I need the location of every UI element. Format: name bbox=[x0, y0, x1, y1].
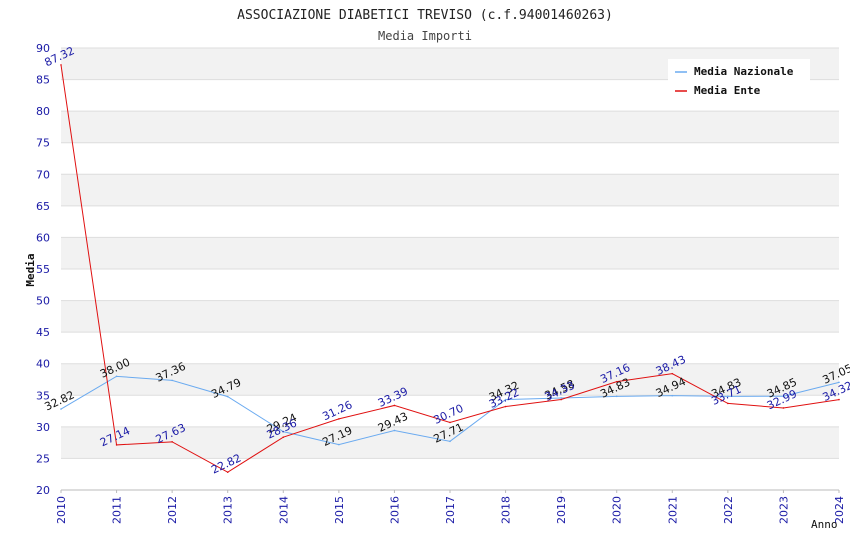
data-point bbox=[393, 404, 396, 407]
x-tick-label: 2017 bbox=[444, 496, 457, 524]
x-tick-label: 2014 bbox=[277, 496, 290, 524]
x-tick-label: 2021 bbox=[666, 496, 679, 524]
data-point bbox=[449, 421, 451, 424]
data-point bbox=[449, 440, 451, 443]
data-point bbox=[226, 471, 229, 473]
legend: Media Nazionale Media Ente bbox=[668, 59, 810, 103]
plot-band bbox=[61, 300, 839, 333]
y-tick-label: 25 bbox=[36, 452, 50, 465]
x-tick-label: 2015 bbox=[333, 496, 346, 524]
x-tick-label: 2020 bbox=[611, 496, 624, 524]
x-axis-ticks: 2010 2011 2012 2013 2014 2015 2016 2017 2018 2019… bbox=[55, 490, 846, 524]
data-point bbox=[115, 375, 118, 378]
legend-label-media-nazionale: Media Nazionale bbox=[694, 65, 794, 78]
chart-subtitle: Media Importi bbox=[378, 29, 472, 43]
data-point bbox=[393, 429, 396, 432]
data-point bbox=[282, 436, 285, 439]
plot-band bbox=[61, 458, 839, 490]
plot-band bbox=[61, 269, 839, 301]
y-axis-label: Media bbox=[24, 253, 37, 286]
x-tick-label: 2010 bbox=[55, 496, 68, 524]
x-axis-label: Anno bbox=[811, 518, 838, 531]
data-point bbox=[671, 394, 674, 397]
data-point bbox=[615, 380, 618, 383]
data-point bbox=[226, 395, 229, 398]
data-point bbox=[504, 405, 507, 408]
data-point bbox=[115, 444, 118, 446]
data-point bbox=[838, 398, 840, 401]
data-point bbox=[727, 395, 729, 398]
legend-box bbox=[668, 59, 810, 103]
data-point bbox=[338, 418, 340, 420]
plot-band bbox=[61, 395, 839, 427]
x-tick-label: 2018 bbox=[500, 496, 513, 524]
y-tick-label: 50 bbox=[36, 295, 50, 308]
data-point bbox=[504, 398, 507, 401]
y-tick-label: 40 bbox=[36, 358, 50, 371]
y-tick-label: 30 bbox=[36, 421, 50, 434]
chart-title: ASSOCIAZIONE DIABETICI TREVISO (c.f.9400… bbox=[237, 8, 613, 23]
x-tick-label: 2019 bbox=[555, 496, 568, 524]
y-tick-label: 45 bbox=[36, 326, 50, 339]
x-tick-label: 2011 bbox=[111, 496, 124, 524]
data-point bbox=[671, 372, 674, 375]
y-tick-label: 90 bbox=[36, 42, 50, 55]
plot-band bbox=[61, 142, 839, 175]
data-point bbox=[560, 398, 562, 401]
y-tick-label: 60 bbox=[36, 231, 50, 244]
plot-band bbox=[61, 363, 839, 396]
x-tick-label: 2016 bbox=[388, 496, 401, 524]
data-point bbox=[60, 408, 62, 410]
x-tick-label: 2022 bbox=[722, 496, 735, 524]
y-tick-label: 75 bbox=[36, 137, 50, 150]
x-tick-label: 2023 bbox=[777, 496, 790, 524]
plot-band bbox=[61, 174, 839, 206]
data-point bbox=[171, 379, 173, 382]
plot-band bbox=[61, 332, 839, 364]
plot-background-bands bbox=[61, 48, 839, 490]
y-tick-label: 70 bbox=[36, 168, 50, 181]
y-axis-ticks: 20 25 30 35 40 45 50 55 60 65 70 75 80 85 90 bbox=[36, 42, 50, 497]
plot-band bbox=[61, 426, 839, 459]
x-tick-label: 2024 bbox=[833, 496, 846, 524]
data-point bbox=[615, 395, 618, 398]
plot-band bbox=[61, 111, 839, 143]
data-point bbox=[338, 443, 340, 446]
plot-band bbox=[61, 205, 839, 238]
data-point bbox=[560, 397, 562, 399]
series-lines bbox=[60, 64, 840, 473]
y-tick-label: 55 bbox=[36, 263, 50, 276]
legend-label-media-ente: Media Ente bbox=[694, 84, 761, 97]
x-tick-label: 2013 bbox=[222, 496, 235, 524]
data-point bbox=[282, 430, 285, 433]
data-point bbox=[782, 395, 785, 398]
y-tick-label: 85 bbox=[36, 74, 50, 87]
gridlines bbox=[61, 47, 839, 491]
y-tick-label: 35 bbox=[36, 389, 50, 402]
x-tick-label: 2012 bbox=[166, 496, 179, 524]
y-tick-label: 20 bbox=[36, 484, 50, 497]
data-point bbox=[782, 407, 785, 409]
data-point bbox=[171, 441, 173, 443]
data-point bbox=[60, 64, 62, 66]
plot-band bbox=[61, 237, 839, 269]
data-point bbox=[727, 402, 729, 405]
y-tick-label: 80 bbox=[36, 105, 50, 118]
data-point bbox=[838, 381, 840, 384]
y-tick-label: 65 bbox=[36, 200, 50, 213]
